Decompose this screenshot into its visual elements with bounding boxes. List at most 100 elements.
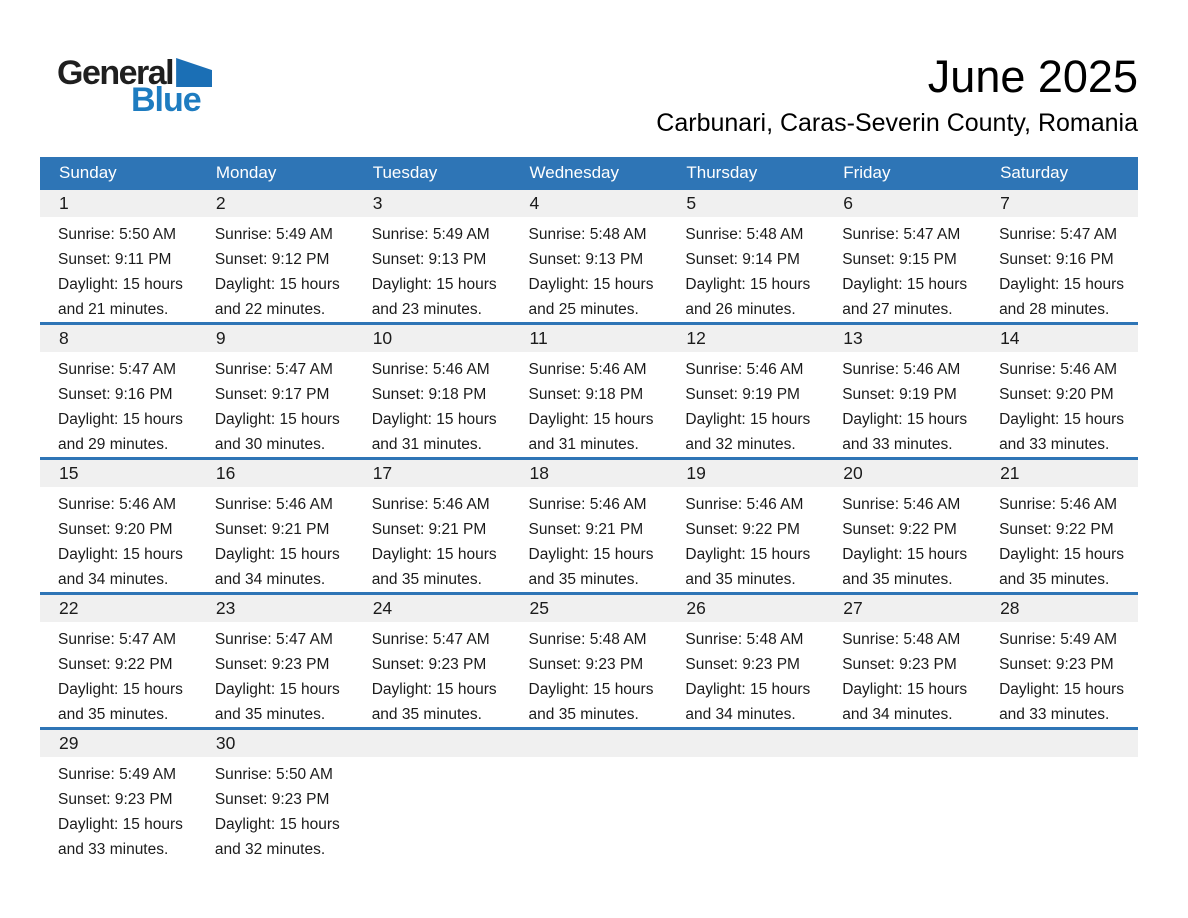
day-cell-9: 9 Sunrise: 5:47 AM Sunset: 9:17 PM Daylight… <box>196 324 354 459</box>
day-cell-3: 3 Sunrise: 5:49 AM Sunset: 9:13 PM Daylight… <box>353 190 511 324</box>
daylight-text-line-1: Daylight: 15 hours <box>214 276 340 293</box>
day-info: Sunrise: 5:47 AM Sunset: 9:16 PM Daylight:… <box>40 352 197 457</box>
day-cell-14: 14 Sunrise: 5:46 AM Sunset: 9:20 PM Dayligh… <box>981 324 1138 459</box>
sunrise-text: Sunrise: 5:50 AM <box>58 226 177 243</box>
date-number: 2 <box>215 193 226 213</box>
day-info: Sunrise: 5:49 AM Sunset: 9:23 PM Daylight:… <box>981 622 1138 727</box>
weekday-header-saturday: Saturday <box>981 157 1138 190</box>
sunset-text: Sunset: 9:18 PM <box>528 386 644 403</box>
date-band-empty <box>981 730 1138 757</box>
daylight-text-line-1: Daylight: 15 hours <box>842 546 968 563</box>
sunrise-text: Sunrise: 5:49 AM <box>58 766 177 783</box>
date-band: 15 <box>40 460 197 487</box>
date-band: 2 <box>196 190 354 217</box>
sunset-text: Sunset: 9:23 PM <box>685 656 800 673</box>
date-band: 1 <box>40 190 197 217</box>
date-number: 26 <box>686 598 706 618</box>
sunset-text: Sunset: 9:18 PM <box>371 386 487 403</box>
daylight-text-line-2: and 35 minutes. <box>842 571 953 588</box>
daylight-text-line-2: and 35 minutes. <box>371 706 482 723</box>
sunrise-text: Sunrise: 5:49 AM <box>371 226 490 243</box>
date-number: 6 <box>843 193 853 213</box>
day-cell-26: 26 Sunrise: 5:48 AM Sunset: 9:23 PM Dayligh… <box>667 594 825 729</box>
sunrise-text: Sunrise: 5:46 AM <box>999 496 1118 513</box>
daylight-text-line-1: Daylight: 15 hours <box>58 276 183 293</box>
day-cell-28: 28 Sunrise: 5:49 AM Sunset: 9:23 PM Dayligh… <box>981 594 1138 729</box>
day-info: Sunrise: 5:49 AM Sunset: 9:12 PM Daylight:… <box>197 217 354 322</box>
day-info: Sunrise: 5:46 AM Sunset: 9:21 PM Daylight:… <box>354 487 511 592</box>
daylight-text-line-1: Daylight: 15 hours <box>999 411 1124 428</box>
sunset-text: Sunset: 9:23 PM <box>528 656 644 673</box>
sunrise-text: Sunrise: 5:47 AM <box>999 226 1118 243</box>
sunset-text: Sunset: 9:21 PM <box>528 521 644 538</box>
weekday-header-thursday: Thursday <box>667 157 825 190</box>
date-band: 28 <box>981 595 1138 622</box>
date-band: 19 <box>667 460 825 487</box>
date-number: 29 <box>59 733 79 753</box>
date-number: 5 <box>686 193 697 213</box>
daylight-text-line-1: Daylight: 15 hours <box>528 411 654 428</box>
daylight-text-line-1: Daylight: 15 hours <box>58 816 183 833</box>
day-info: Sunrise: 5:46 AM Sunset: 9:19 PM Daylight:… <box>824 352 981 457</box>
sunrise-text: Sunrise: 5:48 AM <box>685 631 804 648</box>
weekday-header-wednesday: Wednesday <box>510 157 668 190</box>
daylight-text-line-2: and 31 minutes. <box>528 436 639 453</box>
week-row-3: 15 Sunrise: 5:46 AM Sunset: 9:20 PM Dayligh… <box>40 458 1138 594</box>
daylight-text-line-2: and 33 minutes. <box>58 841 169 858</box>
day-cell-24: 24 Sunrise: 5:47 AM Sunset: 9:23 PM Dayligh… <box>353 594 511 729</box>
daylight-text-line-2: and 35 minutes. <box>58 706 169 723</box>
sunset-text: Sunset: 9:14 PM <box>685 251 800 268</box>
calendar-table: Sunday Monday Tuesday Wednesday Thursday Frid… <box>40 157 1138 862</box>
daylight-text-line-1: Daylight: 15 hours <box>58 546 183 563</box>
daylight-text-line-2: and 34 minutes. <box>58 571 169 588</box>
day-cell-29: 29 Sunrise: 5:49 AM Sunset: 9:23 PM Dayligh… <box>40 729 197 863</box>
day-info: Sunrise: 5:47 AM Sunset: 9:23 PM Daylight:… <box>354 622 511 727</box>
daylight-text-line-2: and 33 minutes. <box>999 706 1110 723</box>
date-band: 25 <box>510 595 668 622</box>
sunset-text: Sunset: 9:13 PM <box>528 251 644 268</box>
day-info: Sunrise: 5:46 AM Sunset: 9:22 PM Daylight:… <box>981 487 1138 592</box>
date-band: 20 <box>824 460 982 487</box>
day-cell-11: 11 Sunrise: 5:46 AM Sunset: 9:18 PM Dayligh… <box>510 324 668 459</box>
sunrise-text: Sunrise: 5:49 AM <box>214 226 333 243</box>
sunset-text: Sunset: 9:21 PM <box>214 521 330 538</box>
daylight-text-line-2: and 26 minutes. <box>685 301 796 318</box>
sunset-text: Sunset: 9:19 PM <box>685 386 800 403</box>
sunrise-text: Sunrise: 5:48 AM <box>842 631 961 648</box>
sunrise-text: Sunrise: 5:47 AM <box>214 631 333 648</box>
daylight-text-line-1: Daylight: 15 hours <box>214 816 340 833</box>
date-number: 17 <box>372 463 393 483</box>
day-cell-27: 27 Sunrise: 5:48 AM Sunset: 9:23 PM Dayligh… <box>824 594 982 729</box>
sunrise-text: Sunrise: 5:47 AM <box>214 361 333 378</box>
day-info: Sunrise: 5:46 AM Sunset: 9:22 PM Daylight:… <box>667 487 824 592</box>
day-info: Sunrise: 5:48 AM Sunset: 9:14 PM Daylight:… <box>667 217 824 322</box>
date-band-empty <box>824 730 982 757</box>
day-cell-22: 22 Sunrise: 5:47 AM Sunset: 9:22 PM Dayligh… <box>40 594 197 729</box>
daylight-text-line-2: and 34 minutes. <box>842 706 953 723</box>
empty-day-cell <box>981 729 1138 863</box>
week-row-1: 1 Sunrise: 5:50 AM Sunset: 9:11 PM Daylight… <box>40 190 1138 324</box>
empty-day-cell <box>824 729 982 863</box>
daylight-text-line-2: and 27 minutes. <box>842 301 953 318</box>
date-band: 27 <box>824 595 982 622</box>
sunrise-text: Sunrise: 5:46 AM <box>685 361 804 378</box>
day-info: Sunrise: 5:46 AM Sunset: 9:18 PM Daylight:… <box>354 352 511 457</box>
date-number: 11 <box>529 328 548 348</box>
daylight-text-line-1: Daylight: 15 hours <box>58 411 183 428</box>
sunrise-text: Sunrise: 5:46 AM <box>371 361 490 378</box>
date-number: 22 <box>59 598 79 618</box>
sunrise-text: Sunrise: 5:46 AM <box>528 361 647 378</box>
date-band: 24 <box>353 595 511 622</box>
logo-top-row: General <box>57 54 213 92</box>
logo-text-general: General <box>57 54 175 92</box>
general-blue-logo: General Blue <box>57 54 213 117</box>
daylight-text-line-1: Daylight: 15 hours <box>999 681 1124 698</box>
day-info: Sunrise: 5:46 AM Sunset: 9:18 PM Daylight:… <box>511 352 668 457</box>
daylight-text-line-2: and 34 minutes. <box>685 706 796 723</box>
date-band: 23 <box>196 595 354 622</box>
day-cell-15: 15 Sunrise: 5:46 AM Sunset: 9:20 PM Dayligh… <box>40 459 197 594</box>
daylight-text-line-2: and 35 minutes. <box>371 571 482 588</box>
daylight-text-line-1: Daylight: 15 hours <box>685 546 811 563</box>
daylight-text-line-2: and 21 minutes. <box>58 301 169 318</box>
daylight-text-line-2: and 22 minutes. <box>214 301 326 318</box>
